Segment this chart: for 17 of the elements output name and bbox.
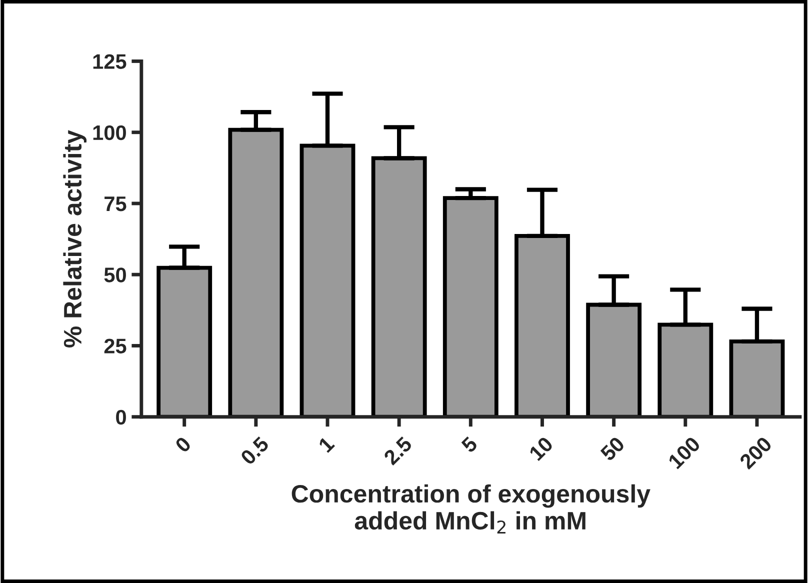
y-axis-title: % Relative activity [63,130,87,348]
x-tick-label: 1 [318,436,335,453]
x-tick-label: 2.5 [382,436,413,466]
y-tick-label: 100 [93,125,126,140]
x-axis-title: Concentration of exogenously added MnCl$_{2}$ in mM [292,484,650,534]
y-tick-label: 75 [104,196,126,212]
x-tick-label: 0 [174,436,192,454]
y-tick-label: 0 [116,410,126,425]
x-tick-label: 200 [738,436,773,470]
x-tick-label: 50 [600,436,626,462]
y-tick-label: 50 [104,268,126,282]
y-tick-label: 125 [93,54,126,69]
x-tick-label: 100 [668,436,702,470]
y-tick-label: 25 [104,338,126,354]
x-tick-label: 0.5 [240,436,270,466]
x-tick-label: 5 [460,436,478,454]
x-tick-label: 10 [528,436,554,462]
